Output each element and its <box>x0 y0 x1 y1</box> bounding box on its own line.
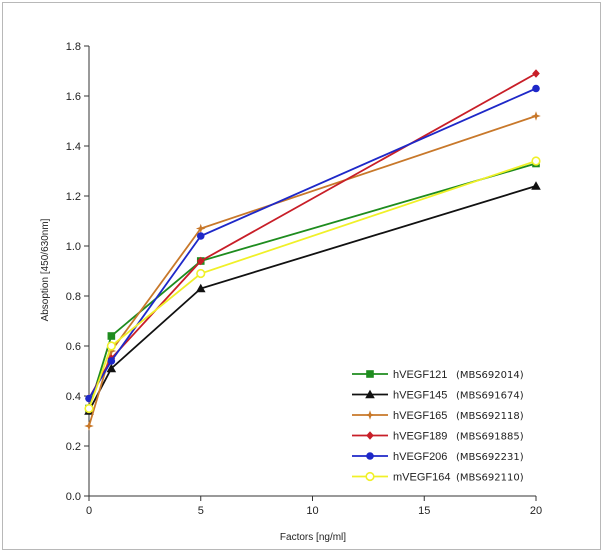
series-mvegf164 <box>84 156 541 414</box>
y-tick-label: 1.0 <box>66 241 81 253</box>
series-line <box>88 115 537 427</box>
legend-item: hVEGF165 (MBS692118) <box>352 410 524 422</box>
data-point <box>107 332 116 340</box>
data-point <box>195 283 206 293</box>
legend-code: (MBS692014) <box>456 370 524 381</box>
legend-code: (MBS692231) <box>456 452 524 463</box>
data-point <box>84 403 94 414</box>
data-point <box>84 421 94 431</box>
series-line <box>88 160 537 409</box>
legend-label: hVEGF189 <box>393 431 447 443</box>
legend-item: hVEGF121 (MBS692014) <box>352 369 524 381</box>
axes: 0.0 0.2 0.4 0.6 0.8 1.0 1.2 1.4 1.6 1.8 0 5 10 15 20 <box>66 41 542 517</box>
legend-label: hVEGF145 <box>393 390 447 402</box>
data-point <box>107 357 116 365</box>
y-tick-label: 0.4 <box>66 391 81 403</box>
legend-swatch-marker <box>365 410 375 420</box>
y-tick-label: 0.8 <box>66 291 81 303</box>
legend-code: (MBS692110) <box>456 473 524 484</box>
y-tick-label: 1.4 <box>66 141 81 153</box>
legend-code: (MBS691885) <box>456 432 524 443</box>
y-tick-label: 0.2 <box>66 441 81 453</box>
y-tick-label: 1.6 <box>66 91 81 103</box>
series-line <box>88 87 537 399</box>
x-axis-label: Factors [ng/ml] <box>280 532 346 543</box>
data-point <box>106 363 117 373</box>
data-point <box>106 341 116 351</box>
data-point <box>532 69 540 78</box>
y-tick-label: 1.2 <box>66 191 81 203</box>
x-tick-label: 20 <box>530 505 542 517</box>
legend-code: (MBS692118) <box>456 411 524 422</box>
legend-label: hVEGF121 <box>393 369 447 381</box>
data-point <box>196 256 205 266</box>
data-point <box>196 268 206 279</box>
legend-label: hVEGF165 <box>393 410 447 422</box>
legend-code: (MBS691674) <box>456 391 524 402</box>
data-point <box>532 84 540 93</box>
legend-swatch-marker <box>365 389 375 399</box>
data-point <box>531 181 541 190</box>
legend-label: hVEGF206 <box>393 451 447 463</box>
x-tick-label: 5 <box>198 505 204 517</box>
series-hvegf206 <box>85 84 540 403</box>
series-hvegf165 <box>84 111 541 431</box>
x-tick-label: 0 <box>86 505 92 517</box>
y-tick-label: 0.6 <box>66 341 81 353</box>
y-tick-label: 1.8 <box>66 41 81 53</box>
legend-swatch-marker <box>365 471 375 482</box>
legend-item: hVEGF206 (MBS692231) <box>352 451 524 463</box>
y-tick-label: 0.0 <box>66 491 81 503</box>
data-point <box>106 346 117 356</box>
legend-swatch-marker <box>366 370 374 378</box>
data-point <box>531 111 541 121</box>
legend-item: hVEGF189 (MBS691885) <box>352 431 524 443</box>
data-point <box>85 394 93 403</box>
y-axis-label: Absoption [450/630nm] <box>40 218 51 321</box>
data-point <box>195 223 206 234</box>
data-point <box>196 232 205 240</box>
data-point <box>531 156 541 166</box>
x-tick-label: 15 <box>418 505 430 517</box>
legend-label: mVEGF164 <box>393 472 450 484</box>
legend-swatch-marker <box>366 452 374 460</box>
legend-item: hVEGF145 (MBS691674) <box>352 390 524 402</box>
series-layer <box>84 69 541 431</box>
x-tick-label: 10 <box>306 505 318 517</box>
legend-item: mVEGF164 (MBS692110) <box>352 472 524 484</box>
legend-swatch-marker <box>366 431 374 440</box>
legend: hVEGF121 (MBS692014)hVEGF145 (MBS691674)hV… <box>352 369 524 484</box>
